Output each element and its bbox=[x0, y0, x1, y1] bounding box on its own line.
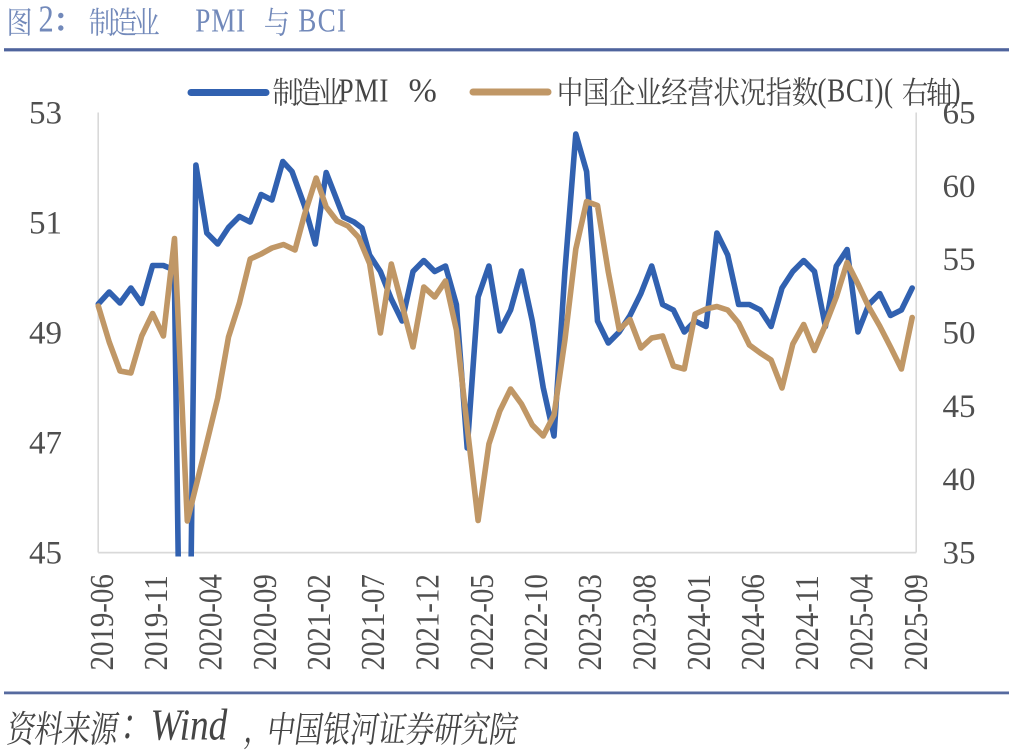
svg-text:49: 49 bbox=[29, 316, 62, 352]
svg-text:2025-09: 2025-09 bbox=[897, 574, 935, 670]
svg-text:2020-09: 2020-09 bbox=[246, 574, 284, 670]
svg-text:65: 65 bbox=[943, 96, 976, 132]
svg-text:2019-06: 2019-06 bbox=[83, 574, 121, 670]
svg-text:47: 47 bbox=[29, 426, 62, 462]
svg-text:53: 53 bbox=[29, 96, 62, 132]
svg-text:2024-01: 2024-01 bbox=[680, 574, 718, 670]
svg-text:2024-11: 2024-11 bbox=[788, 575, 826, 670]
svg-text:45: 45 bbox=[29, 536, 62, 572]
svg-text:PMI: PMI bbox=[195, 2, 246, 40]
svg-text:2024-06: 2024-06 bbox=[734, 574, 772, 670]
svg-text:PMI: PMI bbox=[339, 71, 390, 109]
svg-text:2025-04: 2025-04 bbox=[842, 574, 880, 671]
svg-text:55: 55 bbox=[943, 242, 976, 278]
svg-text:51: 51 bbox=[29, 206, 62, 242]
svg-text:2023-03: 2023-03 bbox=[571, 574, 609, 670]
svg-text:): ) bbox=[952, 71, 961, 109]
svg-text:35: 35 bbox=[943, 536, 976, 572]
svg-text:2021-07: 2021-07 bbox=[354, 574, 392, 670]
svg-text:60: 60 bbox=[943, 169, 976, 205]
svg-text:(BCI)(: (BCI)( bbox=[817, 71, 893, 109]
svg-text:2021-02: 2021-02 bbox=[300, 574, 338, 670]
svg-text:2022-10: 2022-10 bbox=[517, 574, 555, 670]
svg-text:2020-04: 2020-04 bbox=[191, 574, 229, 671]
svg-text:50: 50 bbox=[943, 316, 976, 352]
svg-text:2019-11: 2019-11 bbox=[137, 575, 175, 670]
svg-text:40: 40 bbox=[943, 462, 976, 498]
svg-text:Wind: Wind bbox=[151, 701, 228, 749]
svg-text:45: 45 bbox=[943, 389, 976, 425]
svg-text:2: 2 bbox=[39, 0, 54, 40]
svg-text:BCI: BCI bbox=[298, 2, 347, 40]
svg-text:2023-08: 2023-08 bbox=[625, 574, 663, 670]
svg-text:2022-05: 2022-05 bbox=[463, 574, 501, 670]
svg-text:2021-12: 2021-12 bbox=[408, 574, 446, 670]
svg-text:%: % bbox=[409, 72, 437, 109]
